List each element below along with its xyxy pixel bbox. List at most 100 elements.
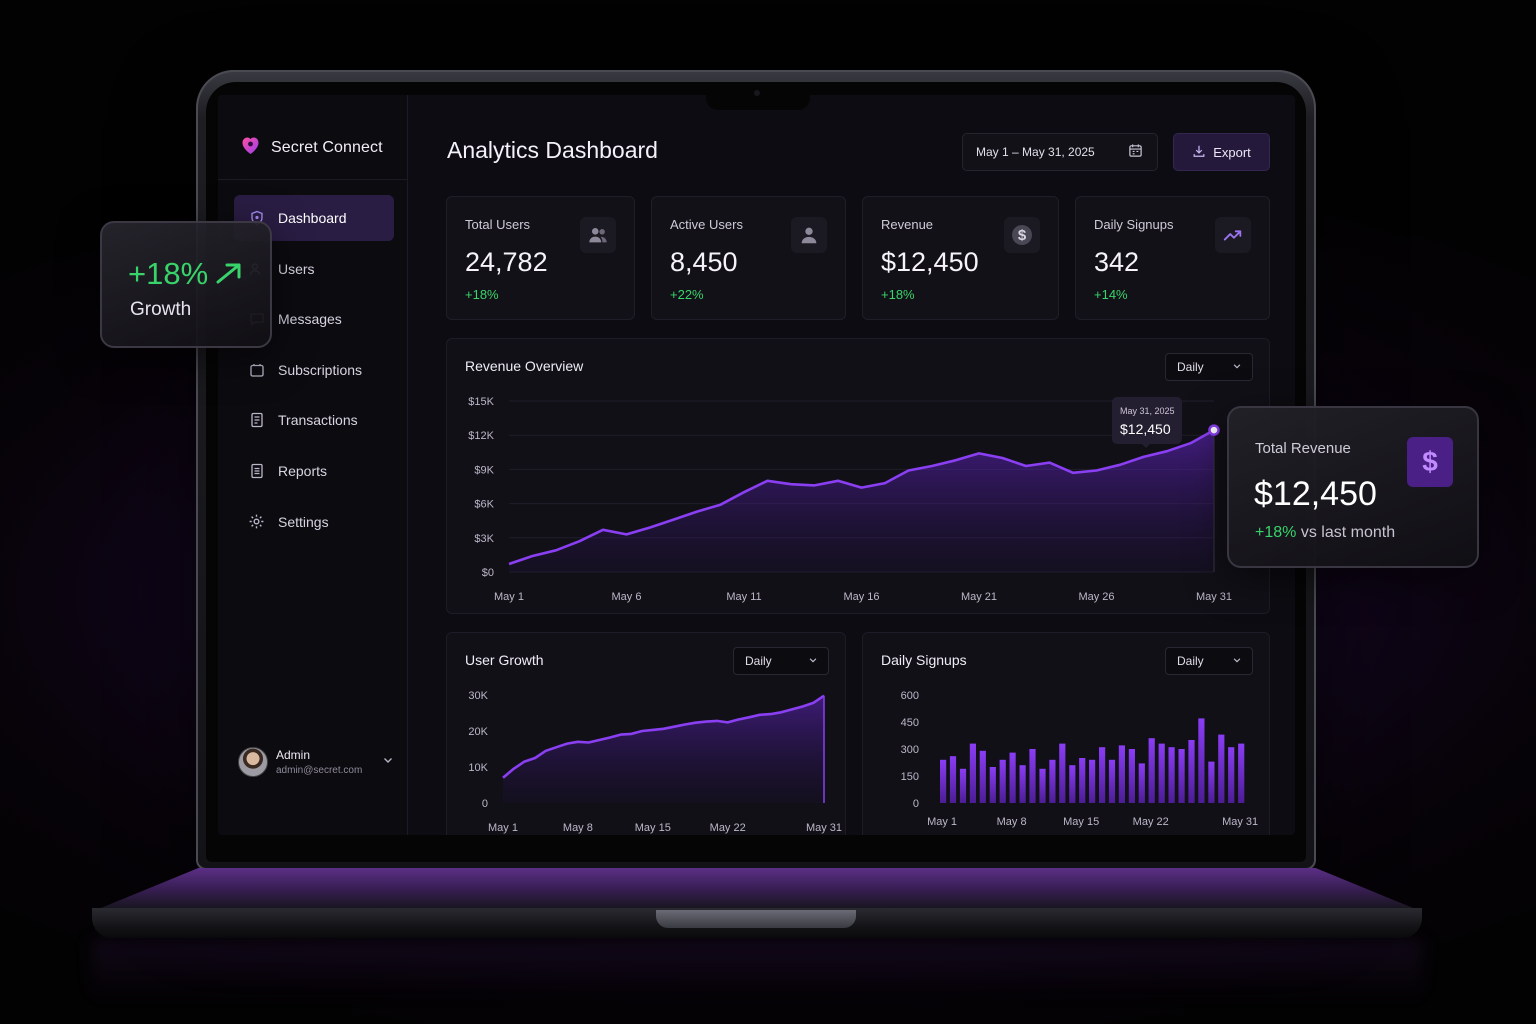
stat-delta: +18% xyxy=(881,287,915,302)
date-range-picker[interactable]: May 1 – May 31, 2025 xyxy=(962,133,1158,171)
svg-text:$: $ xyxy=(1422,447,1438,477)
growth-value: +18% xyxy=(128,256,209,291)
brand-name: Secret Connect xyxy=(271,138,383,156)
y-tick-label: $9K xyxy=(474,464,494,476)
sidebar-item-transactions[interactable]: Transactions xyxy=(234,397,394,443)
date-range-value: May 1 – May 31, 2025 xyxy=(976,145,1095,159)
y-tick-label: 20K xyxy=(468,726,488,738)
x-tick-label: May 15 xyxy=(635,822,671,834)
user-growth-chart[interactable]: 0 10K 20K 30K May 1 May 8 May 15 May 22 May 31 xyxy=(447,633,847,835)
app-window: Secret Connect Dashboard Users Message xyxy=(218,95,1295,835)
bar xyxy=(1198,718,1205,803)
total-revenue-value: $12,450 xyxy=(1254,475,1377,513)
panel-title: Daily Signups xyxy=(881,652,967,668)
brand[interactable]: Secret Connect xyxy=(238,133,383,162)
user-growth-interval-select[interactable]: Daily xyxy=(733,647,829,675)
series-line xyxy=(508,428,1215,566)
y-tick-label: $12K xyxy=(468,430,494,442)
sidebar-item-label: Users xyxy=(278,260,315,277)
bar xyxy=(1188,740,1195,803)
dollar-icon: $ xyxy=(1407,437,1453,487)
sidebar-item-label: Messages xyxy=(278,311,342,328)
y-tick-label: 450 xyxy=(901,717,919,729)
export-label: Export xyxy=(1213,144,1251,160)
sidebar-item-label: Reports xyxy=(278,462,328,479)
chevron-down-icon[interactable] xyxy=(382,753,394,771)
bar xyxy=(999,759,1006,803)
sidebar-item-subscriptions[interactable]: Subscriptions xyxy=(234,347,394,393)
stat-value: 342 xyxy=(1094,247,1140,277)
bar xyxy=(1099,747,1106,803)
avatar xyxy=(238,747,268,777)
bar xyxy=(1148,738,1155,803)
gear-icon xyxy=(248,513,265,530)
sidebar: Secret Connect Dashboard Users Message xyxy=(218,95,408,835)
sidebar-item-settings[interactable]: Settings xyxy=(234,499,394,545)
receipt-icon xyxy=(248,412,265,429)
bar xyxy=(1138,763,1145,803)
revenue-interval-select[interactable]: Daily xyxy=(1165,353,1253,381)
stat-card-revenue[interactable]: Revenue $12,450 +18% $ xyxy=(862,196,1059,320)
total-revenue-suffix: vs last month xyxy=(1300,524,1396,541)
bar xyxy=(1079,758,1086,803)
calendar-icon xyxy=(1128,143,1143,161)
y-tick-label: $3K xyxy=(474,533,494,545)
bar xyxy=(1238,743,1245,803)
chevron-down-icon xyxy=(808,654,818,668)
chevron-down-icon xyxy=(1232,360,1242,374)
sidebar-item-reports[interactable]: Reports xyxy=(234,448,394,494)
revenue-chart[interactable]: $0 $3K $6K $9K $12K $15K May 1 May 6 May 11 May 1… xyxy=(447,339,1271,615)
area-fill xyxy=(509,430,1214,572)
bar xyxy=(1069,765,1076,803)
stat-card-total-users[interactable]: Total Users 24,782 +18% xyxy=(446,196,635,320)
signups-interval-select[interactable]: Daily xyxy=(1165,647,1253,675)
x-tick-label: May 31 xyxy=(1196,591,1232,603)
chart-tooltip: May 31, 2025 $12,450 xyxy=(1112,397,1182,448)
bar xyxy=(959,768,967,803)
bar xyxy=(1049,759,1056,803)
bar xyxy=(1128,749,1135,803)
total-revenue-card: Total Revenue $12,450 +18% vs last month… xyxy=(1227,406,1479,568)
sidebar-item-label: Settings xyxy=(278,513,329,530)
daily-signups-chart[interactable]: 0 150 300 450 600 May 1 May 8 May 15 May 22 May 3… xyxy=(863,633,1271,835)
series-line xyxy=(502,694,825,779)
tooltip-pointer xyxy=(1140,442,1152,448)
laptop-hinge xyxy=(656,910,856,928)
export-button[interactable]: Export xyxy=(1173,133,1270,171)
total-revenue-comparison: +18% vs last month xyxy=(1255,524,1395,542)
camera-notch xyxy=(706,82,810,110)
bar xyxy=(989,767,996,803)
x-tick-label: May 8 xyxy=(997,816,1027,828)
user-menu[interactable]: Admin admin@secret.com xyxy=(238,747,398,777)
select-value: Daily xyxy=(745,654,772,668)
x-tick-label: May 21 xyxy=(961,591,997,603)
x-tick-label: May 22 xyxy=(1133,816,1169,828)
document-icon xyxy=(248,462,265,479)
bar xyxy=(969,743,976,803)
user-email: admin@secret.com xyxy=(276,765,363,776)
download-icon xyxy=(1192,144,1206,161)
x-tick-label: May 1 xyxy=(494,591,524,603)
users-icon xyxy=(580,217,616,253)
stat-card-daily-signups[interactable]: Daily Signups 342 +14% xyxy=(1075,196,1270,320)
bar xyxy=(1108,759,1116,803)
x-tick-label: May 11 xyxy=(726,591,761,603)
data-point-highlight xyxy=(1208,424,1220,436)
x-tick-label: May 16 xyxy=(843,591,879,603)
stat-value: $12,450 xyxy=(881,247,979,277)
growth-label: Growth xyxy=(130,299,192,320)
stat-label: Total Users xyxy=(465,217,531,232)
stat-label: Revenue xyxy=(881,217,934,232)
bar xyxy=(1118,745,1125,803)
stat-delta: +18% xyxy=(465,287,499,302)
bar xyxy=(1029,749,1036,803)
bar xyxy=(1089,759,1096,803)
growth-card: +18% Growth xyxy=(100,221,272,348)
x-tick-label: May 15 xyxy=(1063,816,1099,828)
panel-title: User Growth xyxy=(465,652,544,668)
area-fill xyxy=(503,695,824,803)
desk-reflection xyxy=(92,940,1422,1000)
bar xyxy=(1228,747,1235,803)
stat-card-active-users[interactable]: Active Users 8,450 +22% xyxy=(651,196,846,320)
y-tick-label: 0 xyxy=(482,798,488,810)
